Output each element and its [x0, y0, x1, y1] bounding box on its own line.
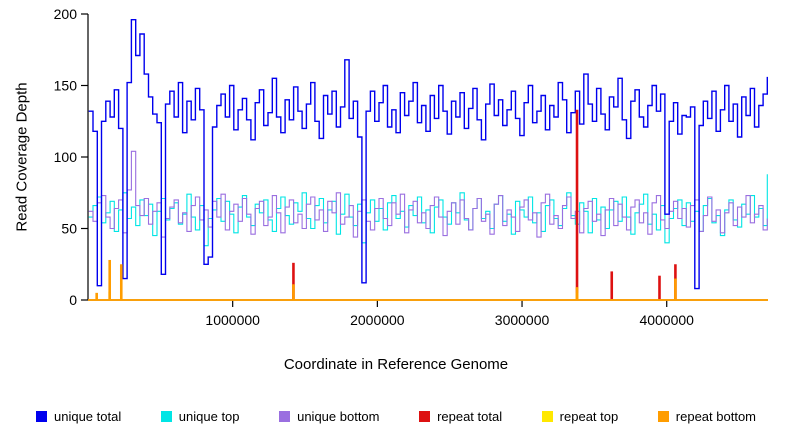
legend-item-repeat-bottom: repeat bottom	[657, 409, 756, 424]
x-axis-label: Coordinate in Reference Genome	[283, 356, 509, 373]
legend-label: repeat bottom	[675, 409, 756, 424]
y-axis-label: Read Coverage Depth	[13, 82, 31, 232]
svg-text:200: 200	[54, 6, 78, 22]
legend-label: unique top	[178, 409, 240, 424]
unique-top-swatch-icon	[160, 411, 172, 422]
legend-label: unique total	[54, 409, 122, 424]
repeat-total-swatch-icon	[419, 411, 431, 422]
svg-text:150: 150	[54, 78, 78, 94]
coverage-plot-svg: 0 50 100 150 200 1000000 2000000 3000000 4000000	[54, 6, 768, 328]
repeat-bottom-swatch-icon	[657, 411, 669, 422]
legend-item-unique-total: unique total	[36, 409, 121, 424]
legend-item-repeat-top: repeat top	[541, 409, 619, 424]
svg-text:0: 0	[69, 292, 77, 308]
legend-label: repeat top	[559, 409, 619, 424]
svg-text:4000000: 4000000	[639, 312, 694, 328]
svg-text:2000000: 2000000	[350, 312, 405, 328]
legend-label: unique bottom	[297, 409, 380, 424]
unique-bottom-swatch-icon	[279, 411, 291, 422]
legend: unique total unique top unique bottom re…	[0, 409, 792, 424]
legend-item-repeat-total: repeat total	[419, 409, 502, 424]
unique-total-swatch-icon	[36, 411, 47, 422]
svg-text:1000000: 1000000	[205, 312, 260, 328]
legend-item-unique-top: unique top	[160, 409, 240, 424]
legend-item-unique-bottom: unique bottom	[279, 409, 380, 424]
svg-text:100: 100	[54, 149, 78, 165]
legend-label: repeat total	[437, 409, 503, 424]
repeat-top-swatch-icon	[541, 411, 553, 422]
svg-text:3000000: 3000000	[495, 312, 550, 328]
svg-text:50: 50	[61, 221, 77, 237]
